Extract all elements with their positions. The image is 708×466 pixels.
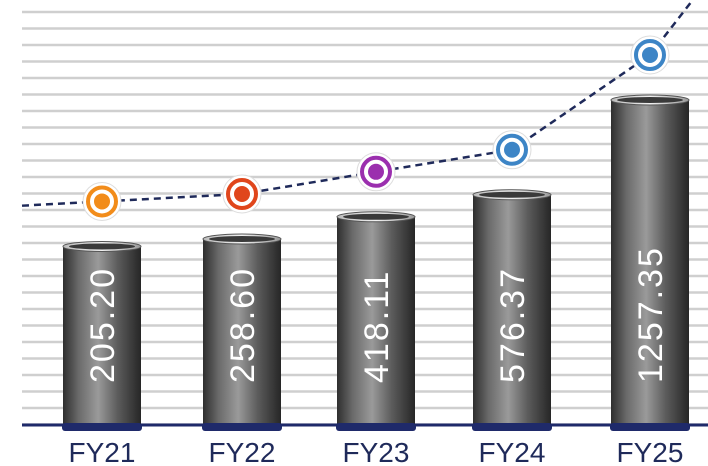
bar-top-inner xyxy=(479,191,545,198)
bar xyxy=(473,194,551,425)
bar xyxy=(337,216,415,425)
category-tab xyxy=(62,423,142,431)
x-tick-label: FY23 xyxy=(343,437,410,466)
x-tick-label: FY24 xyxy=(479,437,546,466)
bar-top-inner xyxy=(209,236,275,243)
value-label: 258.60 xyxy=(224,267,262,383)
bar-top-inner xyxy=(617,97,683,103)
bar xyxy=(63,246,141,425)
marker-dot xyxy=(642,47,658,63)
category-tab xyxy=(202,423,282,431)
marker-dot xyxy=(504,141,520,158)
bar xyxy=(611,100,689,425)
category-tab xyxy=(472,423,552,431)
category-tab xyxy=(336,423,416,431)
bar-top-inner xyxy=(343,213,409,220)
bar-top-inner xyxy=(69,243,135,250)
value-label: 1257.35 xyxy=(632,246,670,383)
x-tick-label: FY21 xyxy=(69,437,136,466)
marker-dot xyxy=(94,193,110,210)
x-tick-label: FY22 xyxy=(209,437,276,466)
category-tab xyxy=(610,423,690,431)
value-label: 576.37 xyxy=(494,267,532,383)
marker-dot xyxy=(234,186,250,203)
bar xyxy=(203,239,281,425)
x-tick-label: FY25 xyxy=(617,437,684,466)
marker-dot xyxy=(368,163,384,180)
value-label: 418.11 xyxy=(358,270,396,383)
value-label: 205.20 xyxy=(84,267,122,383)
